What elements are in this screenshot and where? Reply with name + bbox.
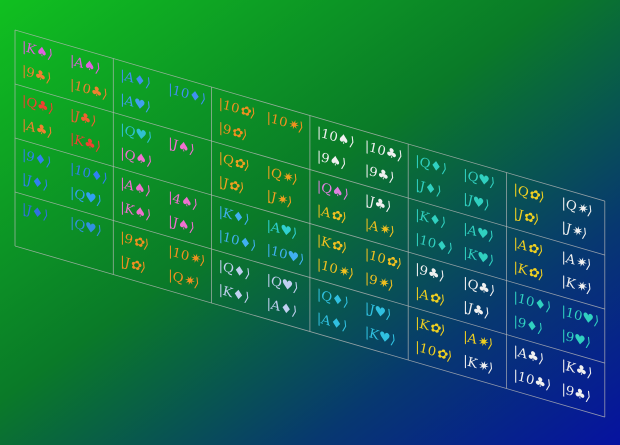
grid-line xyxy=(15,29,605,202)
grid-line xyxy=(15,83,605,256)
grid-line xyxy=(15,245,605,418)
grid-line xyxy=(15,137,605,310)
grid-line xyxy=(15,191,605,364)
